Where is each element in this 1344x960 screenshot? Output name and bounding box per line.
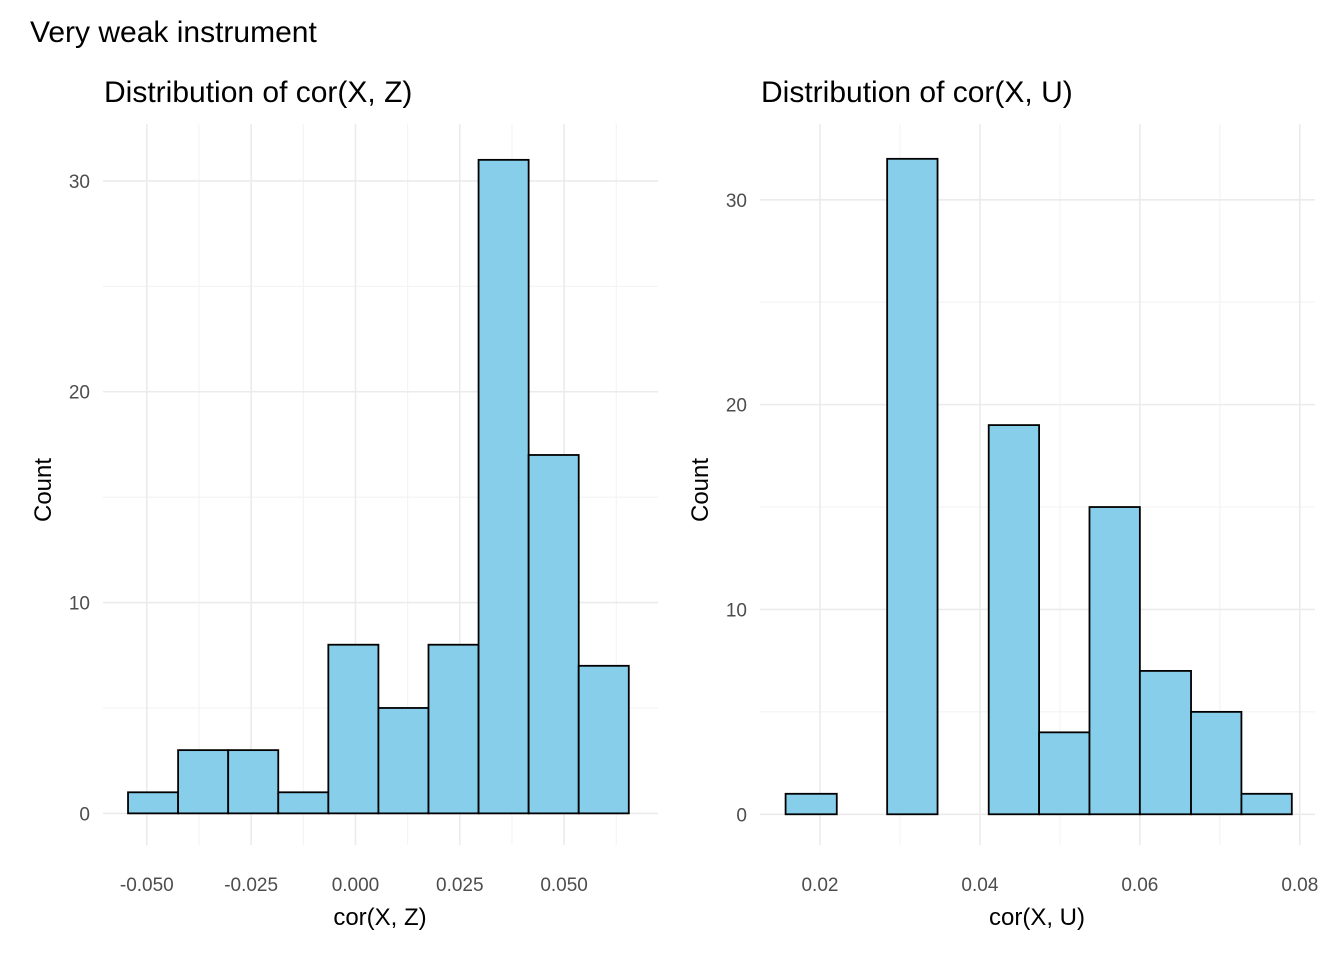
right-y-tick-label: 30 <box>726 191 747 212</box>
panel-right-x-axis-label: cor(X, U) <box>989 904 1085 931</box>
left-y-tick-label: 20 <box>69 383 90 404</box>
right-y-tick-label: 0 <box>736 805 747 826</box>
left-histogram-bar <box>177 749 230 815</box>
right-histogram-bar <box>1240 792 1293 816</box>
panel-right-y-axis-label: Count <box>687 458 714 522</box>
right-y-tick-label: 10 <box>726 600 747 621</box>
right-x-tick-label: 0.08 <box>1281 875 1318 896</box>
left-histogram-bar <box>577 664 630 815</box>
panel-left-y-axis-label: Count <box>30 458 57 522</box>
right-x-tick-label: 0.02 <box>801 875 838 896</box>
left-histogram-bar <box>427 643 480 815</box>
right-histogram-bar <box>1038 731 1091 816</box>
left-histogram-bar <box>527 454 580 815</box>
left-histogram-bar <box>277 791 330 815</box>
left-histogram-bar <box>477 158 530 815</box>
panel-right: Distribution of cor(X, U) 0.02 0.04 0.06 0.… <box>687 76 1318 931</box>
panel-left-x-axis-label: cor(X, Z) <box>333 904 426 931</box>
panel-left-title: Distribution of cor(X, Z) <box>104 76 412 109</box>
left-x-tick-label: -0.050 <box>120 875 174 896</box>
right-histogram-bar <box>987 424 1040 816</box>
left-y-tick-label: 10 <box>69 594 90 615</box>
left-x-tick-label: 0.025 <box>436 875 484 896</box>
left-histogram-bar <box>227 749 280 815</box>
left-x-tick-label: 0.050 <box>540 875 588 896</box>
right-histogram-bar <box>886 157 939 816</box>
right-y-tick-label: 20 <box>726 396 747 417</box>
panel-right-title: Distribution of cor(X, U) <box>761 76 1073 109</box>
left-x-tick-label: 0.000 <box>332 875 380 896</box>
right-histogram-bar <box>1190 710 1243 816</box>
left-x-tick-label: -0.025 <box>224 875 278 896</box>
right-histogram-bar <box>1088 506 1141 816</box>
panel-left-plot-area: -0.050 -0.025 0.000 0.025 0.050 0 10 20 30 <box>69 124 658 896</box>
supertitle: Very weak instrument <box>30 16 317 49</box>
right-histogram-bar <box>1138 669 1192 816</box>
left-histogram-bar <box>377 707 430 815</box>
left-y-tick-label: 30 <box>69 172 90 193</box>
right-x-tick-label: 0.04 <box>961 875 998 896</box>
right-x-tick-label: 0.06 <box>1121 875 1158 896</box>
right-histogram-bar <box>784 792 838 816</box>
left-histogram-bar <box>327 643 380 815</box>
panel-left: Distribution of cor(X, Z) -0.050 -0.025 0.… <box>30 76 658 931</box>
panel-right-plot-area: 0.02 0.04 0.06 0.08 0 10 20 30 <box>726 124 1318 896</box>
left-y-tick-label: 0 <box>79 804 90 825</box>
left-histogram-bar <box>127 791 180 815</box>
